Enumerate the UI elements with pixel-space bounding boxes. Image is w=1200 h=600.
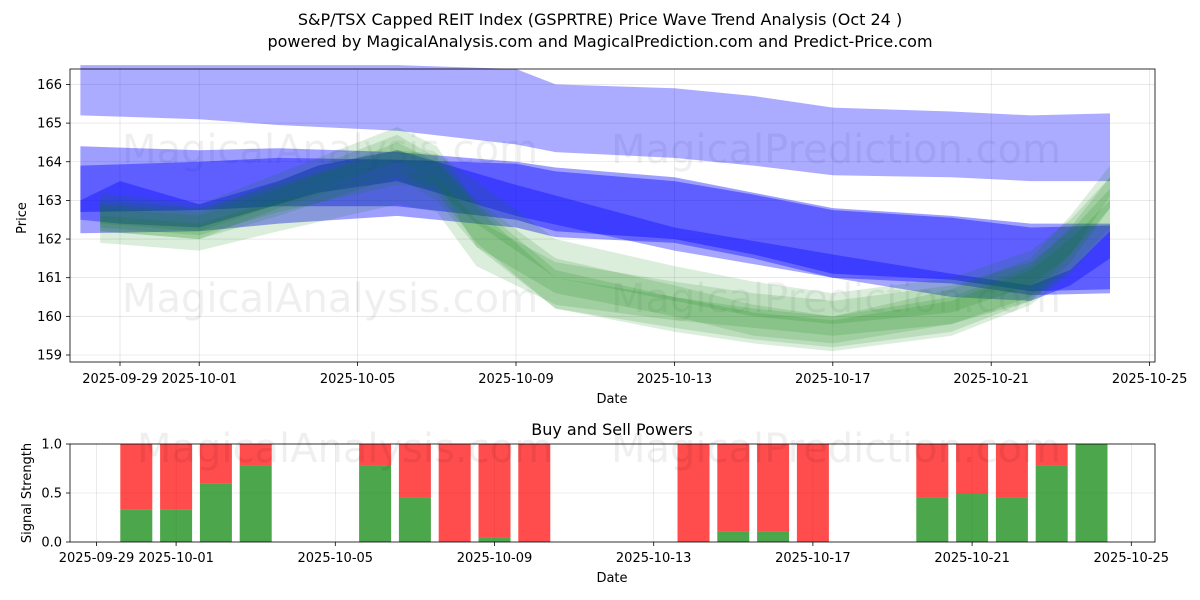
chart-title-line2: powered by MagicalAnalysis.com and Magic… (267, 32, 932, 51)
signal-y-tick-label: 1.0 (41, 438, 62, 453)
buy-power-bar (398, 497, 431, 542)
green-wave-band (100, 150, 1110, 325)
price-bands (80, 65, 1110, 352)
watermark-left-upper: MagicalAnalysis.com (122, 127, 538, 173)
blue-wave-band (80, 146, 1110, 296)
price-y-tick-label: 162 (37, 233, 62, 248)
signal-y-axis-label: Signal Strength (20, 443, 35, 543)
buy-power-bar (239, 465, 272, 542)
buy-power-bar (916, 497, 949, 542)
signal-y-tick-label: 0.5 (41, 487, 62, 502)
blue-wave-band (80, 157, 1110, 292)
price-panel: MagicalAnalysis.com MagicalPrediction.co… (15, 65, 1187, 407)
price-plot-frame (69, 68, 1156, 363)
blue-wave-band (80, 65, 1110, 182)
signal-x-tick-label: 2025-10-25 (1094, 551, 1170, 566)
watermark-right-lower: MagicalPrediction.com (611, 276, 1061, 322)
signal-x-tick-label: 2025-10-21 (934, 551, 1010, 566)
signal-panel-title: Buy and Sell Powers (531, 420, 693, 439)
price-x-tick-label: 2025-09-29 (82, 372, 158, 387)
sell-power-bar (438, 444, 471, 542)
price-y-tick-label: 164 (37, 155, 62, 170)
buy-power-bar (120, 509, 153, 542)
buy-power-bar (359, 465, 392, 542)
signal-y-tick-label: 0.0 (41, 536, 62, 551)
sell-power-bar (518, 444, 551, 542)
buy-power-bar (995, 497, 1028, 542)
price-x-tick-label: 2025-10-13 (637, 372, 713, 387)
price-plot-area (70, 69, 1155, 362)
signal-plot-frame (69, 443, 1156, 543)
sell-power-bar (1035, 444, 1068, 466)
signal-bars (120, 444, 1108, 542)
signal-panel: Buy and Sell Powers MagicalAnalysis.com … (20, 420, 1169, 586)
watermark-left-lower: MagicalAnalysis.com (122, 276, 538, 322)
price-y-tick-label: 163 (37, 194, 62, 209)
sell-power-bar (717, 444, 750, 532)
price-y-tick-label: 159 (37, 349, 62, 364)
sell-power-bar (160, 444, 193, 510)
sell-power-bar (120, 444, 153, 510)
sell-power-bar (677, 444, 710, 542)
price-x-tick-label: 2025-10-05 (320, 372, 396, 387)
watermark-right-signal: MagicalPrediction.com (611, 426, 1061, 472)
price-x-tick-label: 2025-10-21 (953, 372, 1029, 387)
watermark-left-signal: MagicalAnalysis.com (137, 426, 553, 472)
buy-power-bar (717, 531, 750, 542)
price-x-tick-label: 2025-10-09 (478, 372, 554, 387)
price-y-tick-label: 161 (37, 271, 62, 286)
sell-power-bar (239, 444, 272, 466)
buy-power-bar (757, 531, 790, 542)
signal-x-ticks: 2025-09-29 2025-10-01 2025-10-05 2025-10-09… (59, 542, 1169, 566)
price-y-ticks: 159 160 161 162 163 164 165 166 (37, 78, 70, 364)
price-y-tick-label: 166 (37, 78, 62, 93)
price-y-axis-label: Price (15, 202, 30, 234)
price-x-tick-label: 2025-10-25 (1112, 372, 1188, 387)
green-wave-band (100, 127, 1110, 352)
buy-power-bar (478, 537, 511, 542)
signal-y-ticks: 0.0 0.5 1.0 (41, 438, 70, 551)
price-x-tick-label: 2025-10-17 (795, 372, 871, 387)
sell-power-bar (199, 444, 232, 484)
chart-title-line1: S&P/TSX Capped REIT Index (GSPRTRE) Pric… (298, 10, 902, 29)
buy-power-bar (160, 509, 193, 542)
sell-power-bar (359, 444, 392, 466)
sell-power-bar (757, 444, 790, 532)
signal-x-tick-label: 2025-10-17 (775, 551, 851, 566)
green-wave-band (100, 169, 1110, 336)
buy-power-bar (956, 493, 989, 542)
sell-power-bar (916, 444, 949, 498)
signal-watermarks: MagicalAnalysis.com MagicalPrediction.co… (137, 426, 1061, 472)
sell-power-bar (956, 444, 989, 493)
price-y-tick-label: 165 (37, 117, 62, 132)
buy-power-bar (1035, 465, 1068, 542)
price-grid (70, 69, 1155, 362)
sell-power-bar (478, 444, 511, 538)
signal-x-tick-label: 2025-10-13 (616, 551, 692, 566)
blue-wave-band (80, 150, 1110, 301)
price-watermarks: MagicalAnalysis.com MagicalPrediction.co… (122, 127, 1061, 322)
watermark-right-upper: MagicalPrediction.com (611, 127, 1061, 173)
price-x-tick-label: 2025-10-01 (161, 372, 237, 387)
signal-x-axis-label: Date (596, 571, 627, 586)
signal-x-tick-label: 2025-09-29 (59, 551, 135, 566)
price-y-tick-label: 160 (37, 310, 62, 325)
green-wave-band (100, 134, 1110, 348)
sell-power-bar (398, 444, 431, 498)
sell-power-bar (796, 444, 829, 542)
price-x-axis-label: Date (596, 392, 627, 407)
signal-x-tick-label: 2025-10-05 (298, 551, 374, 566)
buy-power-bar (1075, 444, 1108, 542)
buy-power-bar (199, 483, 232, 542)
price-x-ticks: 2025-09-29 2025-10-01 2025-10-05 2025-10-09… (82, 362, 1187, 387)
signal-x-tick-label: 2025-10-01 (138, 551, 214, 566)
sell-power-bar (995, 444, 1028, 498)
signal-x-tick-label: 2025-10-09 (457, 551, 533, 566)
